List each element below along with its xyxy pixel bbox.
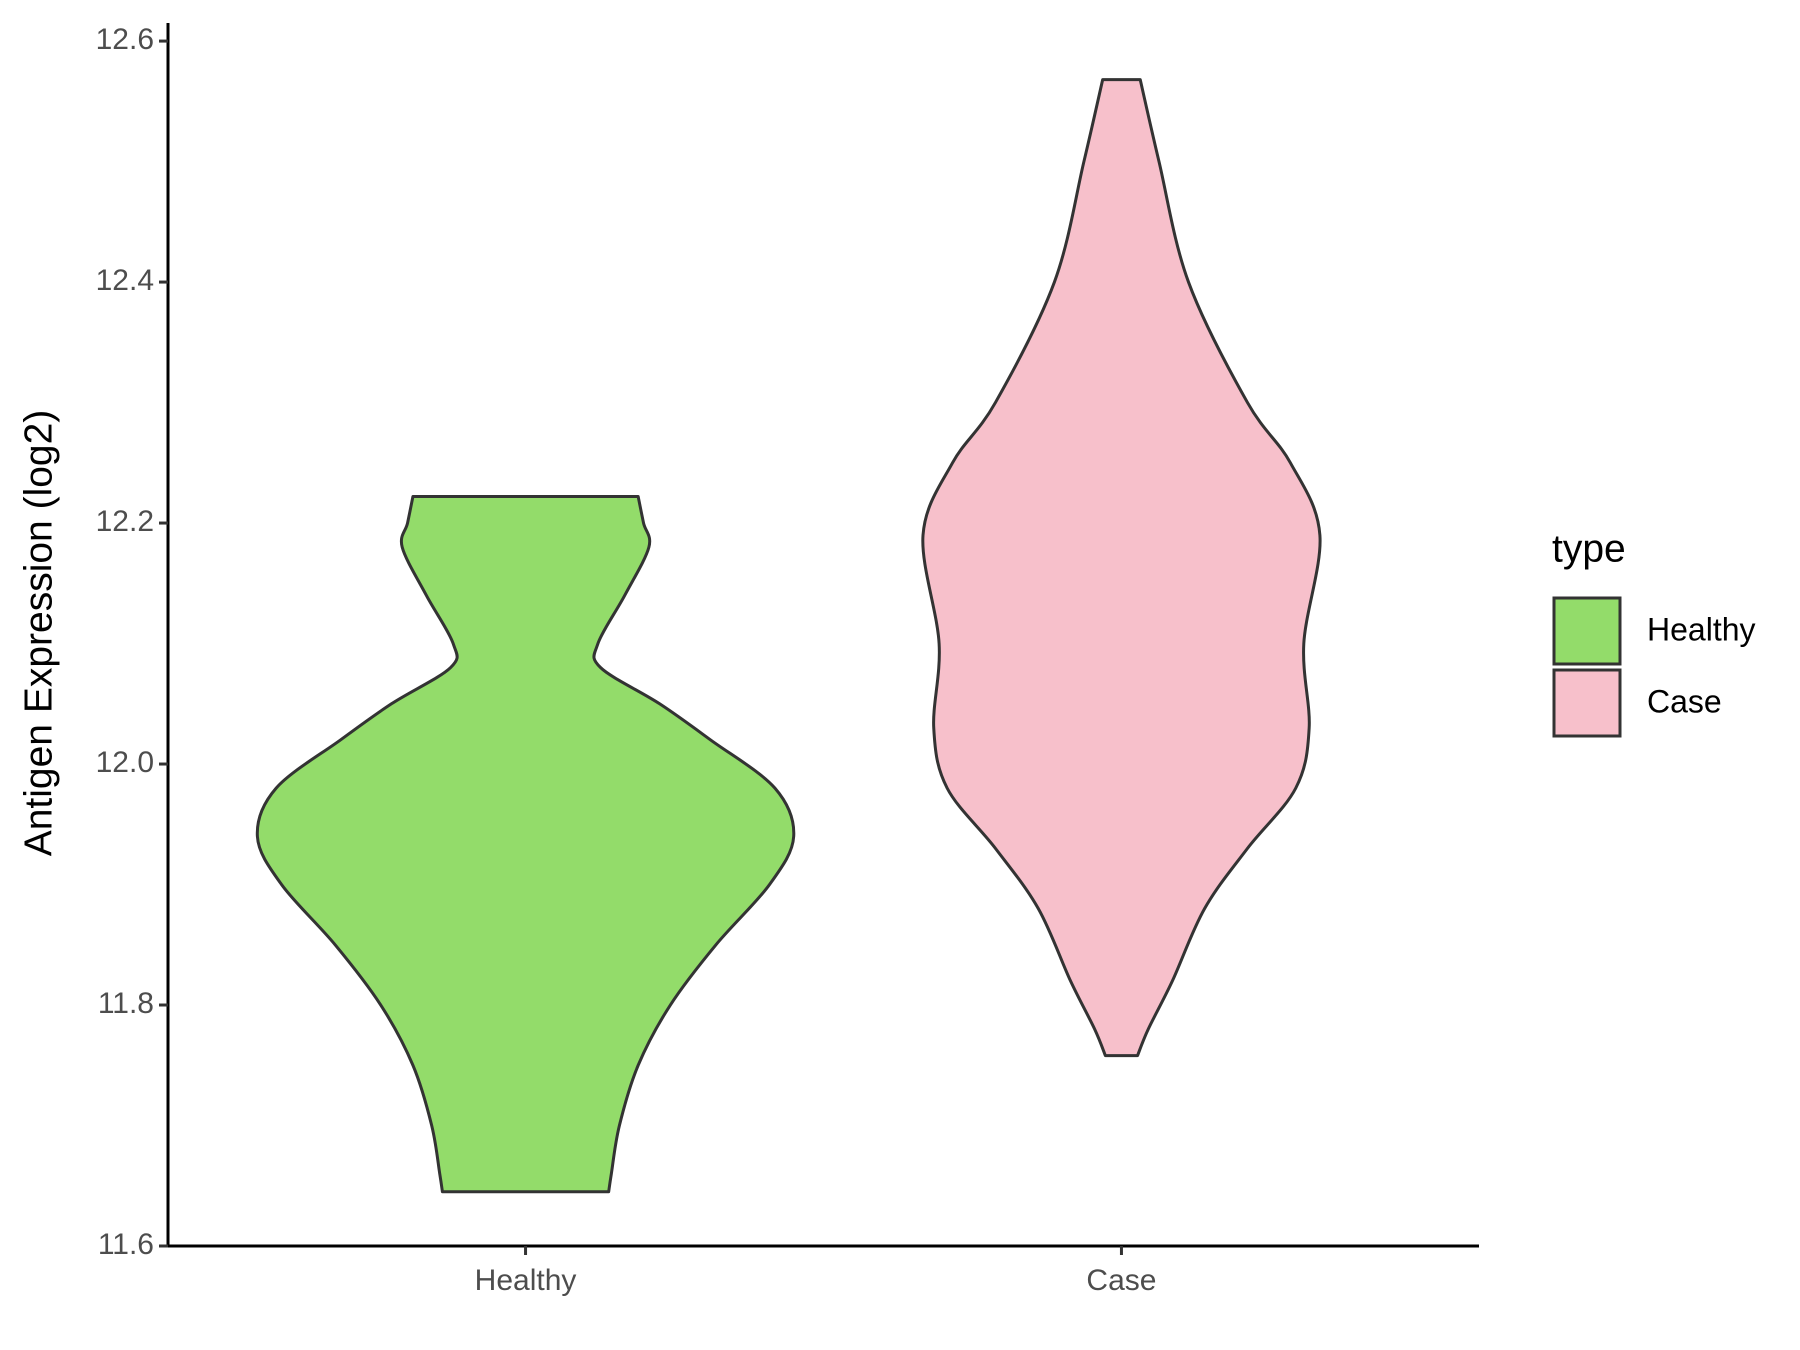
legend-key [1552,596,1622,666]
violin [255,495,796,1194]
y-tick-label: 12.4 [96,264,154,297]
legend-title: type [1552,527,1626,570]
x-tick-label: Healthy [475,1264,577,1297]
y-tick-label: 12.6 [96,23,154,56]
legend-label: Case [1647,683,1722,719]
legend-label: Healthy [1647,611,1756,647]
y-tick-label: 12.2 [96,505,154,538]
y-tick-label: 12.0 [96,746,154,779]
y-tick-label: 11.6 [98,1228,154,1261]
y-tick-label: 11.8 [98,987,154,1020]
y-axis-title: Antigen Expression (log2) [17,410,60,857]
violin [921,78,1322,1058]
legend-key [1552,668,1622,738]
x-tick-label: Case [1086,1264,1156,1297]
